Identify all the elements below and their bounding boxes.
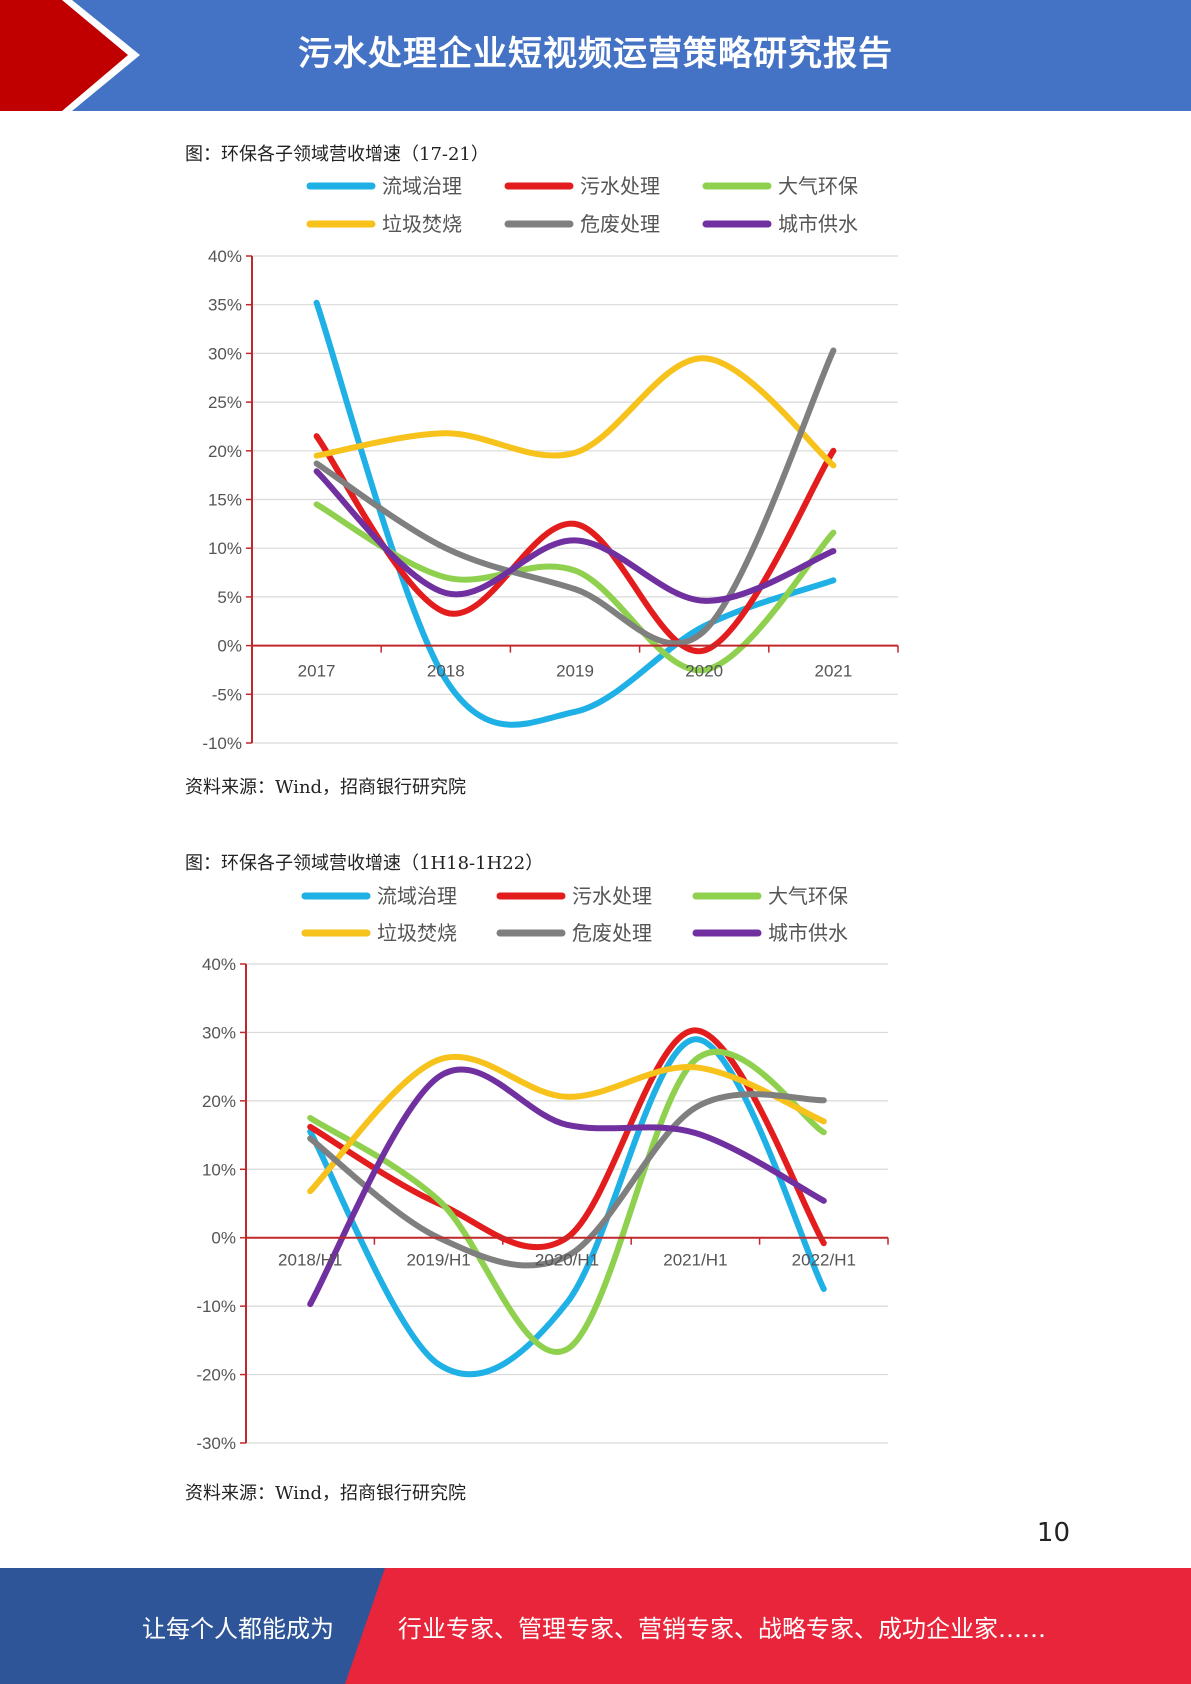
legend-label: 大气环保 (768, 884, 848, 908)
y-tick-label: -30% (196, 1434, 236, 1453)
x-tick-label: 2020 (685, 662, 723, 681)
footer-banner (0, 1568, 1191, 1684)
figure-1-source: 资料来源：Wind，招商银行研究院 (185, 777, 467, 798)
figure-2-caption: 图：环保各子领域营收增速（1H18-1H22） (185, 853, 544, 874)
footer-slogan-left: 让每个人都能成为 (142, 1615, 334, 1643)
series-line (307, 1091, 827, 1269)
legend-label: 危废处理 (580, 212, 660, 236)
legend-item: 城市供水 (702, 212, 858, 236)
y-tick-label: 5% (217, 588, 242, 607)
legend-item: 污水处理 (504, 174, 660, 198)
y-tick-label: 30% (208, 344, 242, 363)
y-tick-label: 25% (208, 393, 242, 412)
series-line (307, 1048, 827, 1355)
y-tick-label: 0% (211, 1229, 236, 1248)
y-tick-label: -5% (212, 685, 242, 704)
series-line (307, 1053, 827, 1195)
legend-label: 垃圾焚烧 (377, 921, 457, 945)
legend-item: 流域治理 (301, 884, 457, 908)
legend-item: 危废处理 (504, 212, 660, 236)
y-tick-label: 30% (202, 1023, 236, 1042)
y-tick-label: 40% (208, 247, 242, 266)
legend-item: 城市供水 (692, 921, 848, 945)
legend-item: 大气环保 (692, 884, 848, 908)
y-tick-label: 40% (202, 955, 236, 974)
x-tick-label: 2021 (814, 662, 852, 681)
series-line (313, 501, 837, 674)
x-tick-label: 2017 (298, 662, 336, 681)
footer-slogan-right: 行业专家、管理专家、营销专家、战略专家、成功企业家…… (398, 1615, 1046, 1643)
y-tick-label: -10% (196, 1297, 236, 1316)
legend-label: 污水处理 (572, 884, 652, 908)
y-tick-label: 35% (208, 296, 242, 315)
legend-label: 城市供水 (768, 921, 848, 945)
series-line (313, 347, 837, 647)
x-tick-label: 2022/H1 (792, 1251, 856, 1270)
page-header: 污水处理企业短视频运营策略研究报告 (0, 0, 1191, 111)
x-tick-label: 2021/H1 (663, 1251, 727, 1270)
legend-label: 垃圾焚烧 (382, 212, 462, 236)
y-tick-label: -20% (196, 1366, 236, 1385)
y-tick-label: 10% (202, 1160, 236, 1179)
series-line (307, 1036, 827, 1378)
legend-label: 污水处理 (580, 174, 660, 198)
legend-label: 大气环保 (778, 174, 858, 198)
legend-item: 垃圾焚烧 (306, 212, 462, 236)
series-line (313, 355, 837, 469)
page-number: 10 (1036, 1518, 1070, 1548)
x-tick-label: 2019 (556, 662, 594, 681)
legend-label: 流域治理 (377, 884, 457, 908)
figure-1-caption: 图：环保各子领域营收增速（17-21） (185, 144, 489, 165)
page-title: 污水处理企业短视频运营策略研究报告 (298, 34, 893, 74)
legend-item: 垃圾焚烧 (301, 921, 457, 945)
y-tick-label: -10% (202, 734, 242, 753)
x-tick-label: 2019/H1 (406, 1251, 470, 1270)
series-line (313, 299, 837, 728)
legend-item: 大气环保 (702, 174, 858, 198)
y-tick-label: 0% (217, 637, 242, 656)
figure-2-source: 资料来源：Wind，招商银行研究院 (185, 1483, 467, 1504)
x-tick-label: 2018 (427, 662, 465, 681)
legend-label: 流域治理 (382, 174, 462, 198)
x-tick-label: 2020/H1 (535, 1251, 599, 1270)
series-line (313, 433, 837, 655)
y-tick-label: 20% (202, 1092, 236, 1111)
series-line (307, 1066, 827, 1308)
legend-item: 危废处理 (496, 921, 652, 945)
legend-label: 城市供水 (778, 212, 858, 236)
y-tick-label: 15% (208, 491, 242, 510)
header-arrow-decoration (0, 0, 140, 111)
series-line (313, 468, 837, 604)
x-tick-label: 2018/H1 (278, 1251, 342, 1270)
legend-label: 危废处理 (572, 921, 652, 945)
legend-item: 流域治理 (306, 174, 462, 198)
legend-item: 污水处理 (496, 884, 652, 908)
y-tick-label: 10% (208, 539, 242, 558)
y-tick-label: 20% (208, 442, 242, 461)
